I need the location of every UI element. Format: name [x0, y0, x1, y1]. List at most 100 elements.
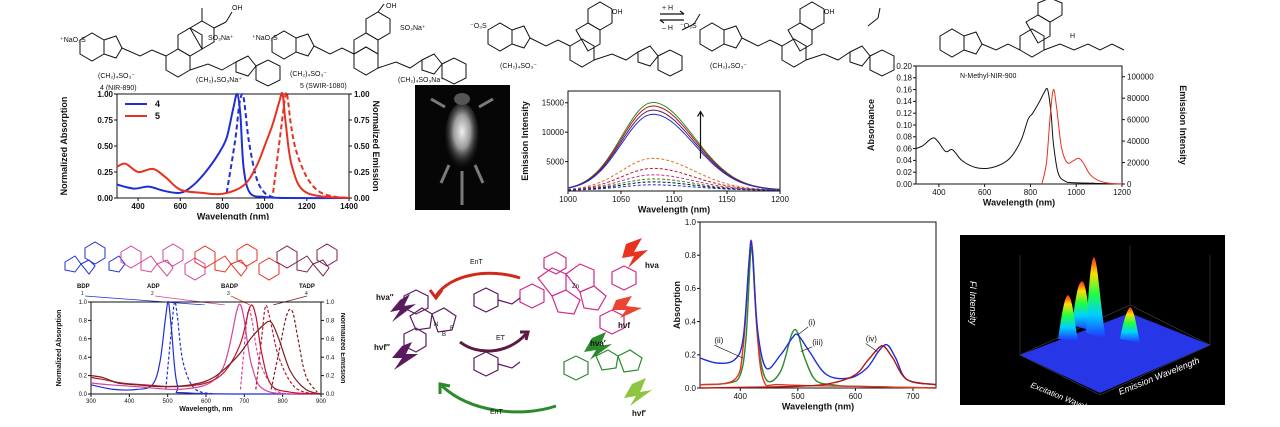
- atom-zn: Zn: [572, 284, 579, 290]
- x-axis-label: Wavelength (nm): [983, 197, 1055, 207]
- label-hvf-double-prime: hνf″: [374, 343, 390, 352]
- y-tick-label: 15000: [542, 99, 565, 108]
- label-hva-prime: hνa′: [590, 339, 606, 348]
- y-tick-label: 5000: [546, 157, 564, 166]
- x-tick-label: 1050: [612, 195, 630, 204]
- y-tick-label: 1.0: [79, 300, 88, 306]
- y-tick-label: 0.6: [685, 284, 697, 293]
- y-tick-label: 0.8: [685, 251, 697, 260]
- svg-text:⁺NaO₃S: ⁺NaO₃S: [60, 37, 86, 44]
- x-axis-label: Wavelength (nm): [197, 211, 269, 220]
- y2-axis-label: Normalized Emission: [371, 100, 380, 191]
- bodipy-number-1: 1: [81, 291, 84, 297]
- label-et: ET: [496, 335, 506, 342]
- svg-text:SO₃Na⁺: SO₃Na⁺: [400, 25, 426, 32]
- svg-text:(CH₂)₄SO₃⁻: (CH₂)₄SO₃⁻: [290, 71, 327, 78]
- svg-text:⁻O₃S: ⁻O₃S: [470, 23, 487, 30]
- plot-frame: [915, 65, 1123, 185]
- x-tick-label: 700: [906, 392, 920, 401]
- molecule-label-1: 4 (NIR-890): [100, 85, 137, 92]
- series-line-2: [567, 109, 781, 190]
- y-tick-label: 0.18: [896, 74, 912, 83]
- tadp-structure: [276, 243, 338, 277]
- atom-f: F: [450, 326, 454, 332]
- annotation-label: (iii): [812, 338, 823, 347]
- bodipy-number-4: 4: [305, 291, 308, 297]
- series-line-BDP-emission: [165, 300, 214, 395]
- bodipy-label-badp: BADP: [221, 284, 238, 290]
- y-tick-label: 0.02: [896, 168, 912, 177]
- chart-panel-d: 300 400 500 600 700 800 9000.00.20.40.60.81.00…: [56, 300, 345, 413]
- svg-text:(CH₂)₄SO₃Na⁺: (CH₂)₄SO₃Na⁺: [196, 77, 242, 84]
- molecule-nir-890: [79, 8, 281, 87]
- series-line-ADP-absorption: [90, 303, 322, 395]
- y2-tick-label: 100000: [1127, 73, 1154, 82]
- legend-label-5: 5: [155, 111, 160, 121]
- series-line-BADP-emission: [255, 304, 314, 395]
- y-tick-label: 1.0: [685, 218, 697, 227]
- increase-arrow-head: [696, 110, 705, 117]
- annotation-leader: [714, 344, 744, 359]
- x-tick-label: 400: [124, 399, 135, 405]
- molecule-swir-1080: [271, 3, 467, 85]
- y2-tick-label: 20000: [1127, 158, 1150, 167]
- y2-tick-label: 0.0: [326, 392, 335, 398]
- series-line-ADP-emission: [239, 308, 291, 395]
- y-tick-label: 0.0: [79, 392, 88, 398]
- label-hva-double-prime: hνa″: [376, 293, 394, 302]
- y2-tick-label: 0.50: [354, 142, 370, 151]
- chart-panel-b: 1000 1050 1100 1150 1200 5000 10000 15000 Wavele…: [520, 90, 789, 214]
- badp-structure: [194, 243, 280, 281]
- plot-frame: [567, 90, 781, 192]
- molecule-label-3: N-Methyl-NIR-900: [960, 73, 1017, 80]
- y-tick-label: 10000: [542, 128, 565, 137]
- y-tick-label: 1.00: [97, 90, 113, 99]
- svg-text:(CH₂)₄SO₃⁻: (CH₂)₄SO₃⁻: [710, 63, 747, 70]
- annotation-leader: [800, 346, 813, 352]
- y-tick-label: 0.75: [97, 116, 113, 125]
- y-tick-label: 0.4: [79, 355, 88, 361]
- series-line-9: [567, 184, 780, 191]
- y-tick-label: 0.2: [79, 374, 88, 380]
- bodipy-structures: BDP ADP BADP TADP 1 2 3 4: [64, 241, 338, 305]
- equilibrium-bottom-label: – H: [662, 25, 673, 32]
- x-tick-label: 1400: [340, 202, 358, 211]
- y-tick-label: 0.4: [685, 317, 697, 326]
- y-tick-label: 0.00: [896, 180, 912, 189]
- bodipy-label-bdp: BDP: [77, 284, 90, 290]
- series-line-(iii): [699, 240, 937, 386]
- y-tick-label: 0.00: [97, 194, 113, 203]
- bodipy-bottom-structure: [563, 349, 643, 381]
- svg-text:OH: OH: [386, 3, 397, 10]
- energy-transfer-scheme: hνa hνf hνa″ hνf″ hνa′ hνf′ EnT ET EnT Z…: [374, 238, 659, 418]
- x-tick-label: 600: [978, 188, 992, 197]
- x-tick-label: 600: [849, 392, 863, 401]
- x-tick-label: 400: [734, 392, 748, 401]
- x-tick-label: 500: [791, 392, 805, 401]
- bodipy-number-2: 2: [151, 291, 154, 297]
- surface-zlabel: FI Intensity: [968, 281, 978, 326]
- x-tick-label: 1000: [256, 202, 274, 211]
- x-tick-label: 600: [174, 202, 188, 211]
- y-tick-label: 0.14: [896, 97, 912, 106]
- molecule-structures-top: ⁺NaO₃S SO₃Na⁺ (CH₂)₄SO₃⁻ (CH₂)₄SO₃Na⁺ OH…: [60, 0, 1125, 92]
- y2-tick-label: 0.8: [326, 319, 335, 325]
- series-line-4-emission: [225, 92, 276, 199]
- y-axis-label: Normalized Absorption: [56, 310, 63, 387]
- y2-axis-label: Normalized Emission: [339, 313, 345, 384]
- y2-tick-label: 0: [1127, 180, 1132, 189]
- y-tick-label: 0.06: [896, 144, 912, 153]
- x-tick-label: 800: [1024, 188, 1038, 197]
- y-tick-label: 0.6: [79, 337, 88, 343]
- y-tick-label: 0.20: [896, 62, 912, 71]
- series-line-5: [567, 167, 781, 191]
- annotation-label: (ii): [714, 336, 723, 345]
- series-line-(iv): [699, 344, 937, 389]
- y2-axis-label: Emission Intensity: [1178, 85, 1188, 165]
- x-tick-label: 1200: [771, 195, 789, 204]
- x-tick-label: 1200: [1113, 188, 1131, 197]
- bodipy-number-3: 3: [227, 291, 230, 297]
- annotation-label: (iv): [866, 335, 877, 344]
- y-axis-label: Emission Intensity: [520, 101, 530, 181]
- y-axis-label: Absorbance: [866, 99, 876, 151]
